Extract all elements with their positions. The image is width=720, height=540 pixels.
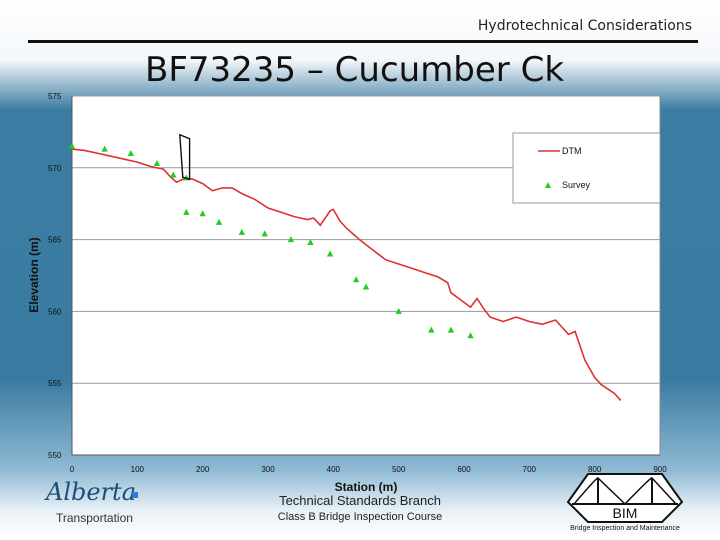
survey-point [287, 236, 295, 243]
x-axis-label: Station (m) [335, 480, 398, 494]
y-tick-570: 570 [48, 164, 62, 173]
x-tick-800: 800 [588, 465, 602, 474]
x-tick-400: 400 [327, 465, 341, 474]
footer-course: Class B Bridge Inspection Course [277, 511, 443, 523]
survey-point [153, 159, 161, 166]
x-tick-500: 500 [392, 465, 406, 474]
footer-credits: Technical Standards Branch Class B Bridg… [250, 493, 470, 523]
y-tick-575: 575 [48, 92, 62, 101]
survey-point [362, 283, 370, 290]
survey-point [170, 171, 177, 178]
survey-point [215, 218, 223, 225]
bim-logo: BIM Bridge Inspection and Maintenance [560, 470, 690, 538]
alberta-logo: Alberta Transportation [42, 478, 152, 528]
y-tick-550: 550 [48, 451, 62, 460]
survey-point [238, 228, 246, 235]
legend-box [512, 132, 661, 204]
legend: DTM Survey [512, 132, 661, 204]
footer-branch: Technical Standards Branch [279, 493, 441, 508]
bim-subtitle: Bridge Inspection and Maintenance [570, 525, 680, 532]
x-tick-700: 700 [523, 465, 537, 474]
survey-point [428, 326, 435, 333]
legend-dtm-label: DTM [562, 146, 582, 156]
bim-label: BIM [613, 505, 638, 521]
x-tick-900: 900 [653, 465, 667, 474]
logo-flag-icon [132, 492, 138, 498]
series-layer [68, 142, 622, 401]
x-tick-200: 200 [196, 465, 210, 474]
x-tick-600: 600 [457, 465, 471, 474]
survey-point [467, 332, 474, 339]
tick-labels: 550 555 560 565 570 575 0 100 200 300 400 500 600 700… [48, 92, 667, 474]
header-topic: Hydrotechnical Considerations [477, 18, 692, 34]
survey-point [307, 238, 314, 245]
logo-subtitle: Transportation [56, 511, 133, 525]
x-tick-300: 300 [261, 465, 275, 474]
y-tick-555: 555 [48, 379, 62, 388]
y-tick-560: 560 [48, 307, 62, 316]
survey-point [326, 250, 334, 257]
survey-point [353, 276, 360, 283]
x-tick-0: 0 [70, 465, 75, 474]
survey-point [127, 149, 134, 156]
legend-survey-swatch [545, 182, 551, 188]
series-dtm-line [71, 148, 622, 401]
axes [71, 96, 660, 456]
bridge-callout-outline [179, 133, 191, 181]
y-tick-565: 565 [48, 236, 62, 245]
survey-point [395, 307, 402, 314]
y-axis-label: Elevation (m) [27, 237, 41, 312]
survey-point [261, 230, 268, 237]
survey-point [183, 208, 190, 215]
page-title: BF73235 – Cucumber Ck [145, 50, 565, 90]
header-divider [28, 40, 698, 43]
survey-point [101, 145, 108, 152]
survey-point [68, 142, 76, 149]
survey-point [447, 326, 455, 333]
legend-survey-label: Survey [562, 180, 591, 190]
x-tick-100: 100 [131, 465, 145, 474]
logo-wordmark: Alberta [46, 478, 136, 506]
survey-point [199, 210, 206, 217]
bridge-icon: BIM [566, 473, 684, 523]
